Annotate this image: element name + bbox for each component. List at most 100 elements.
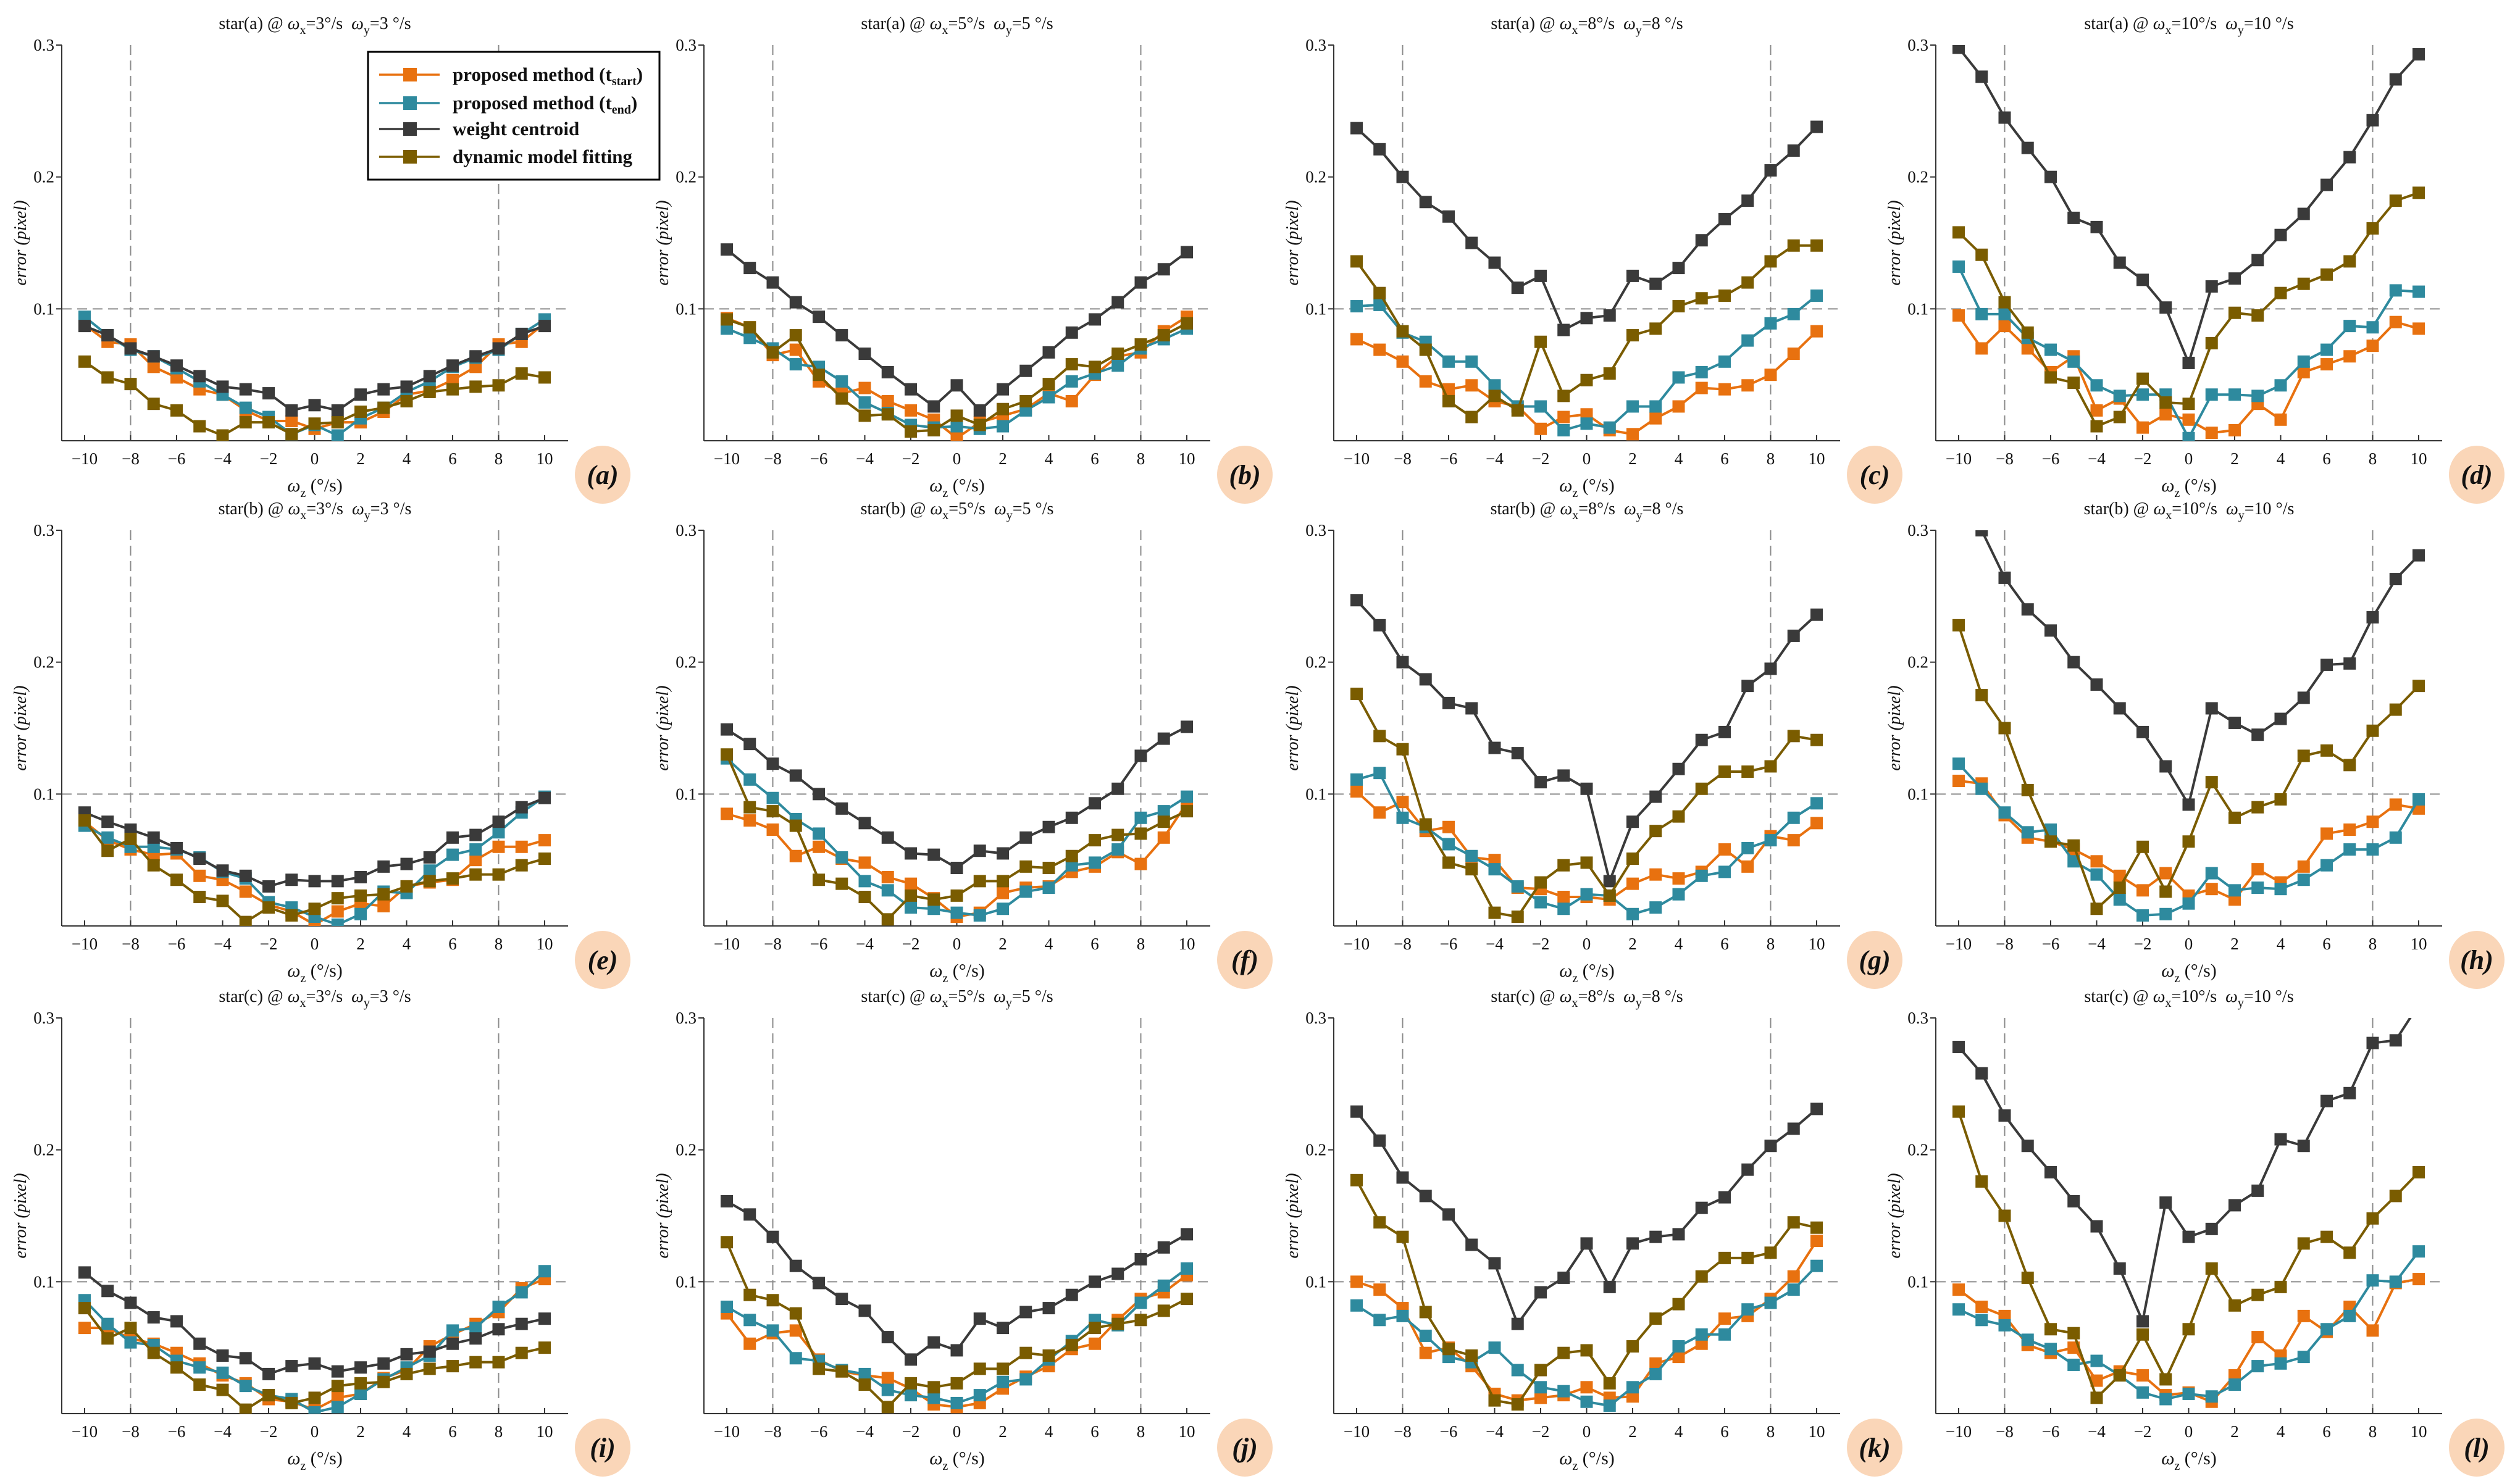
title-part: y: [1006, 509, 1013, 522]
data-point-start: [905, 877, 917, 890]
data-point-start: [2159, 408, 2172, 421]
data-point-start: [2090, 404, 2103, 417]
y-tick-label: 0.3: [1305, 521, 1326, 540]
data-point-end: [1787, 811, 1800, 824]
data-point-end: [2274, 1357, 2287, 1370]
x-tick-label: −2: [1532, 1422, 1550, 1441]
title-part: =10 °/s: [2244, 14, 2294, 33]
x-tick-label: 0: [1583, 449, 1591, 468]
data-point-start: [1787, 834, 1800, 847]
x-tick-label: −2: [902, 449, 920, 468]
data-point-fitting: [1111, 347, 1124, 360]
data-point-centroid: [216, 1349, 229, 1362]
title-part: star(c) @: [861, 987, 929, 1006]
title-part: ω: [994, 14, 1006, 33]
data-point-centroid: [1465, 1238, 1478, 1251]
x-label-part: (°/s): [2180, 475, 2217, 496]
title-part: star(a) @: [219, 14, 287, 33]
x-tick-label: 0: [2185, 1422, 2193, 1441]
data-point-centroid: [1580, 782, 1593, 795]
data-point-fitting: [2067, 376, 2080, 389]
x-label-part: ω: [1559, 961, 1572, 981]
data-point-end: [905, 1389, 917, 1402]
data-point-centroid: [835, 1293, 848, 1306]
data-point-centroid: [973, 404, 986, 417]
data-point-end: [881, 1383, 894, 1396]
data-point-centroid: [1089, 797, 1101, 810]
data-point-end: [492, 826, 505, 839]
data-point-end: [1534, 1381, 1547, 1394]
data-point-fitting: [2389, 194, 2402, 207]
legend-item-end: proposed method (tend): [379, 92, 637, 117]
data-point-fitting: [997, 1362, 1009, 1375]
data-point-centroid: [400, 380, 413, 393]
data-point-end: [446, 848, 459, 861]
y-axis-label: error (pixel): [1283, 200, 1302, 285]
data-point-fitting: [905, 1377, 917, 1390]
data-point-start: [858, 381, 871, 394]
y-axis-label: error (pixel): [1885, 685, 1904, 770]
data-point-start: [2389, 798, 2402, 811]
title-part: =8°/s: [1578, 499, 1624, 519]
data-point-fitting: [1672, 300, 1685, 313]
data-point-centroid: [354, 870, 367, 883]
data-point-fitting: [285, 1396, 298, 1409]
data-point-centroid: [262, 1367, 275, 1380]
title-part: y: [1636, 509, 1642, 522]
data-point-start: [1089, 1337, 1101, 1350]
series-group: [1952, 1018, 2425, 1408]
x-tick-label: 6: [1720, 1422, 1729, 1441]
data-point-start: [1626, 428, 1639, 441]
data-point-end: [997, 902, 1009, 915]
data-point-centroid: [1181, 1228, 1193, 1241]
x-label-part: ω: [287, 475, 300, 496]
data-point-fitting: [170, 404, 183, 417]
x-tick-label: −6: [2042, 1422, 2060, 1441]
data-point-end: [1488, 863, 1501, 876]
data-point-fitting: [813, 873, 825, 886]
data-point-centroid: [1396, 1171, 1409, 1184]
x-tick-label: −8: [122, 935, 140, 953]
data-point-end: [743, 331, 756, 344]
data-point-centroid: [1975, 530, 1988, 536]
y-tick-label: 0.3: [33, 1009, 54, 1027]
data-point-centroid: [1649, 277, 1662, 290]
x-tick-label: −10: [1344, 935, 1370, 953]
x-tick-label: −4: [856, 1422, 874, 1441]
title-part: star(c) @: [2084, 987, 2153, 1006]
legend-tail: ): [631, 92, 637, 114]
data-point-centroid: [1810, 1103, 1823, 1115]
x-tick-label: −2: [902, 935, 920, 953]
data-point-centroid: [1157, 263, 1170, 276]
data-point-fitting: [2297, 277, 2310, 290]
title-part: =8 °/s: [1642, 499, 1684, 519]
data-point-fitting: [78, 814, 91, 827]
data-point-start: [1396, 796, 1409, 809]
data-point-start: [2136, 421, 2149, 434]
panel-label: (b): [1229, 460, 1260, 490]
data-point-start: [2366, 340, 2379, 352]
data-point-fitting: [1603, 1377, 1616, 1390]
x-tick-label: 6: [1720, 449, 1729, 468]
subplot-title: star(a) @ ωx=3°/s ωy=3 °/s: [219, 14, 411, 37]
data-point-centroid: [813, 1277, 825, 1290]
data-point-fitting: [1350, 255, 1363, 268]
y-tick-label: 0.2: [676, 653, 697, 672]
data-point-end: [1787, 1283, 1800, 1296]
data-point-centroid: [1157, 1241, 1170, 1254]
x-tick-label: 10: [1809, 1422, 1825, 1441]
data-point-end: [1511, 1364, 1524, 1377]
data-point-fitting: [1488, 1394, 1501, 1407]
data-point-centroid: [2021, 1140, 2034, 1153]
data-point-end: [193, 1361, 206, 1374]
data-point-centroid: [515, 327, 528, 340]
data-point-centroid: [1350, 594, 1363, 607]
data-point-end: [2251, 390, 2264, 402]
data-point-end: [1089, 856, 1101, 869]
legend-label: dynamic model fitting: [453, 146, 633, 167]
data-point-end: [950, 1396, 963, 1409]
data-point-end: [1695, 1328, 1708, 1341]
legend-sub: end: [612, 103, 631, 117]
y-tick-label: 0.1: [1907, 785, 1928, 803]
